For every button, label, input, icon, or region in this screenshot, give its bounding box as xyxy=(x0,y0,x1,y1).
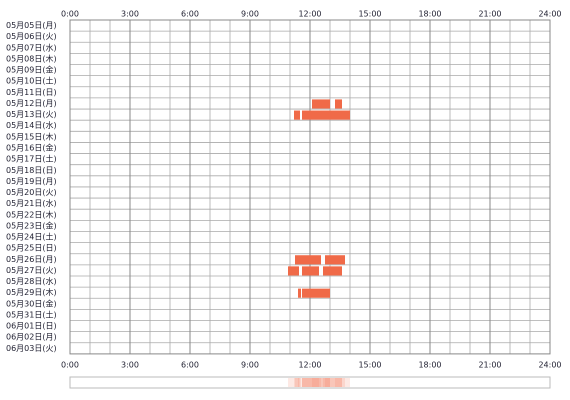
activity-block xyxy=(294,110,300,120)
summary-block xyxy=(288,378,299,387)
row-label: 05月09日(金) xyxy=(6,65,57,75)
activity-block xyxy=(312,99,330,109)
row-label: 05月18日(日) xyxy=(6,166,57,175)
row-label: 05月20日(火) xyxy=(6,188,57,197)
row-label: 05月15日(木) xyxy=(6,131,57,141)
x-tick-label-bottom: 18:00 xyxy=(418,361,441,370)
row-label: 05月28日(水) xyxy=(6,276,57,286)
activity-block xyxy=(323,266,342,276)
row-label: 05月12日(月) xyxy=(6,99,57,108)
summary-strip xyxy=(69,376,551,389)
x-tick-label-bottom: 15:00 xyxy=(358,361,381,370)
summary-block xyxy=(325,378,345,387)
x-tick-label-bottom: 12:00 xyxy=(298,361,321,370)
row-label: 05月30日(金) xyxy=(6,298,57,308)
summary-block xyxy=(298,378,301,387)
x-tick-label-bottom: 3:00 xyxy=(121,361,139,370)
row-label: 05月07日(水) xyxy=(6,42,57,52)
row-label: 05月19日(月) xyxy=(6,177,57,186)
activity-block xyxy=(298,288,301,298)
activity-block xyxy=(335,99,342,109)
row-label: 05月23日(金) xyxy=(6,220,57,230)
activity-block xyxy=(302,266,319,276)
activity-block xyxy=(288,266,299,276)
x-tick-label-top: 24:00 xyxy=(538,10,561,19)
summary-block xyxy=(302,378,319,387)
row-label: 05月31日(土) xyxy=(6,309,57,319)
row-label: 06月03日(火) xyxy=(6,344,57,353)
row-label: 05月13日(火) xyxy=(6,110,57,119)
x-tick-label-top: 18:00 xyxy=(418,10,441,19)
x-tick-label-top: 21:00 xyxy=(478,10,501,19)
row-label: 05月24日(土) xyxy=(6,232,57,242)
summary-block xyxy=(294,378,300,387)
row-label: 05月08日(木) xyxy=(6,53,57,63)
x-tick-label-top: 12:00 xyxy=(298,10,321,19)
summary-block xyxy=(302,378,350,387)
activity-block xyxy=(295,255,321,265)
row-label: 05月21日(水) xyxy=(6,198,57,208)
activity-block xyxy=(302,110,350,120)
x-tick-label-top: 6:00 xyxy=(181,10,199,19)
row-label: 05月11日(日) xyxy=(6,88,57,97)
row-label: 05月14日(水) xyxy=(6,120,57,130)
row-label: 05月22日(木) xyxy=(6,209,57,219)
row-label: 05月06日(火) xyxy=(6,32,57,41)
activity-block xyxy=(325,255,345,265)
x-tick-label-bottom: 21:00 xyxy=(478,361,501,370)
x-tick-label-top: 15:00 xyxy=(358,10,381,19)
x-tick-label-top: 0:00 xyxy=(61,10,79,19)
summary-block xyxy=(335,378,342,387)
x-tick-label-bottom: 24:00 xyxy=(538,361,561,370)
row-label: 05月26日(月) xyxy=(6,255,57,264)
row-label: 05月17日(土) xyxy=(6,154,57,164)
summary-block xyxy=(312,378,330,387)
row-label: 05月25日(日) xyxy=(6,244,57,253)
row-label: 05月10日(土) xyxy=(6,76,57,86)
row-label: 05月05日(月) xyxy=(6,21,57,30)
row-label: 05月29日(木) xyxy=(6,287,57,297)
x-tick-label-top: 3:00 xyxy=(121,10,139,19)
row-label: 06月02日(月) xyxy=(6,333,57,342)
x-tick-label-bottom: 0:00 xyxy=(61,361,79,370)
summary-block xyxy=(295,378,321,387)
x-tick-label-bottom: 9:00 xyxy=(241,361,259,370)
row-label: 05月16日(金) xyxy=(6,142,57,152)
activity-block xyxy=(302,288,330,298)
summary-block xyxy=(302,378,330,387)
x-tick-label-bottom: 6:00 xyxy=(181,361,199,370)
summary-block xyxy=(323,378,342,387)
row-label: 05月27日(火) xyxy=(6,266,57,275)
x-tick-label-top: 9:00 xyxy=(241,10,259,19)
row-label: 06月01日(日) xyxy=(6,322,57,331)
